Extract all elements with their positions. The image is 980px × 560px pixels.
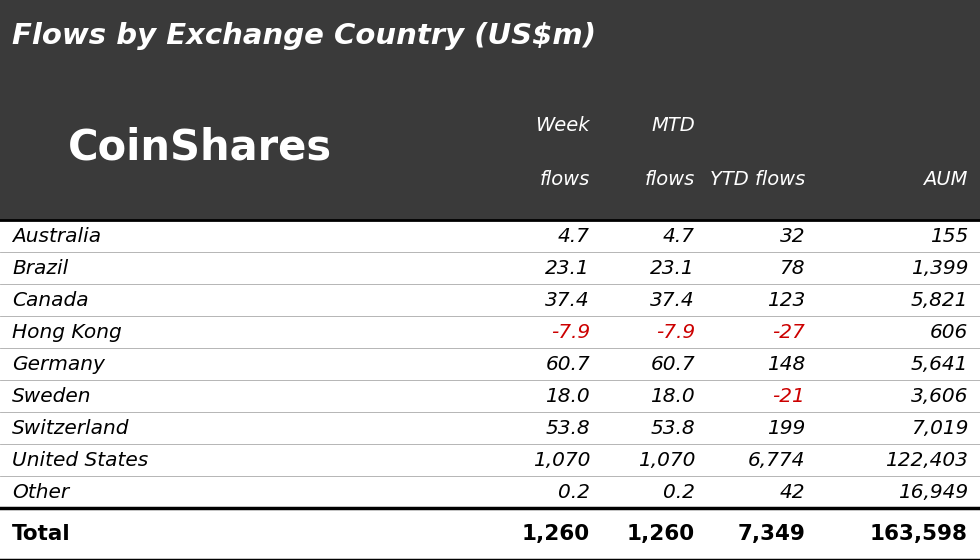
Text: 6,774: 6,774	[748, 450, 805, 469]
Text: AUM: AUM	[923, 170, 968, 189]
Text: 155: 155	[930, 226, 968, 245]
Bar	[0, 220, 980, 252]
Text: -7.9: -7.9	[551, 323, 590, 342]
Text: United States: United States	[12, 450, 148, 469]
Text: 78: 78	[779, 259, 805, 278]
Text: 3,606: 3,606	[910, 386, 968, 405]
Text: Switzerland: Switzerland	[12, 418, 129, 437]
Text: 122,403: 122,403	[885, 450, 968, 469]
Bar	[0, 476, 980, 508]
Text: Other: Other	[12, 483, 70, 502]
Text: 163,598: 163,598	[870, 524, 968, 544]
Text: 5,821: 5,821	[910, 291, 968, 310]
Text: 199: 199	[766, 418, 805, 437]
Text: Brazil: Brazil	[12, 259, 69, 278]
Text: CoinShares: CoinShares	[68, 127, 332, 169]
Text: flows: flows	[645, 170, 695, 189]
Text: Canada: Canada	[12, 291, 88, 310]
Text: 18.0: 18.0	[651, 386, 695, 405]
Text: 7,019: 7,019	[910, 418, 968, 437]
Text: 606: 606	[930, 323, 968, 342]
Text: 1,070: 1,070	[638, 450, 695, 469]
Text: 4.7: 4.7	[559, 226, 590, 245]
Text: 32: 32	[779, 226, 805, 245]
Bar	[0, 412, 980, 444]
Text: flows: flows	[540, 170, 590, 189]
Text: -7.9: -7.9	[656, 323, 695, 342]
Text: 1,399: 1,399	[910, 259, 968, 278]
Text: Australia: Australia	[12, 226, 101, 245]
Text: 16,949: 16,949	[898, 483, 968, 502]
Bar	[0, 380, 980, 412]
Bar	[0, 508, 980, 560]
Text: -27: -27	[772, 323, 805, 342]
Text: 53.8: 53.8	[651, 418, 695, 437]
Text: Germany: Germany	[12, 354, 105, 374]
Bar	[0, 252, 980, 284]
Text: Hong Kong: Hong Kong	[12, 323, 122, 342]
Text: MTD: MTD	[652, 116, 695, 136]
Bar	[0, 316, 980, 348]
Text: Week: Week	[535, 116, 590, 136]
Bar	[0, 0, 980, 75]
Bar	[0, 284, 980, 316]
Text: Sweden: Sweden	[12, 386, 91, 405]
Text: 148: 148	[766, 354, 805, 374]
Text: 123: 123	[766, 291, 805, 310]
Text: 42: 42	[779, 483, 805, 502]
Text: Total: Total	[12, 524, 71, 544]
Text: 1,070: 1,070	[532, 450, 590, 469]
Text: 23.1: 23.1	[546, 259, 590, 278]
Text: 37.4: 37.4	[546, 291, 590, 310]
Text: YTD flows: YTD flows	[710, 170, 805, 189]
Bar	[0, 444, 980, 476]
Text: -21: -21	[772, 386, 805, 405]
Text: 0.2: 0.2	[559, 483, 590, 502]
Bar	[0, 348, 980, 380]
Text: 53.8: 53.8	[546, 418, 590, 437]
Text: 5,641: 5,641	[910, 354, 968, 374]
Text: 60.7: 60.7	[651, 354, 695, 374]
Text: 7,349: 7,349	[737, 524, 805, 544]
Text: 18.0: 18.0	[546, 386, 590, 405]
Text: 37.4: 37.4	[651, 291, 695, 310]
Text: Flows by Exchange Country (US$m): Flows by Exchange Country (US$m)	[12, 22, 596, 50]
Text: 1,260: 1,260	[627, 524, 695, 544]
Text: 0.2: 0.2	[663, 483, 695, 502]
Text: 60.7: 60.7	[546, 354, 590, 374]
Text: 4.7: 4.7	[663, 226, 695, 245]
Text: 1,260: 1,260	[522, 524, 590, 544]
Bar	[0, 75, 980, 220]
Text: 23.1: 23.1	[651, 259, 695, 278]
